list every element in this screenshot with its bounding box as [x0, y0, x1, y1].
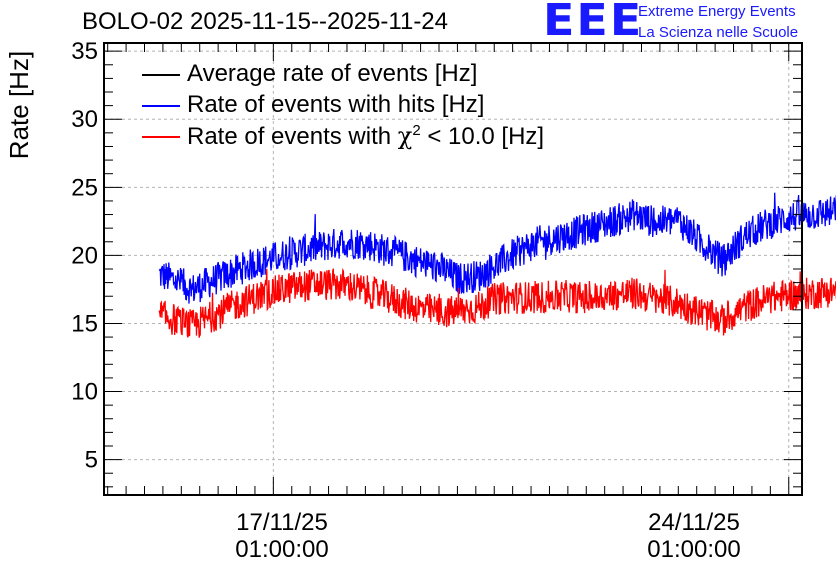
y-tick-label-25: 25 — [71, 174, 98, 201]
x-tick-time-1: 01:00:00 — [235, 536, 329, 563]
legend-chi2-exp: 2 — [412, 122, 421, 139]
x-tick-label-1: 17/11/25 01:00:00 — [212, 509, 352, 563]
logo-line-1: Extreme Energy Events — [638, 3, 796, 20]
chart-title: BOLO-02 2025-11-15--2025-11-24 — [82, 8, 448, 35]
legend-line-hits — [142, 105, 180, 107]
legend-label-chi2: Rate of events with χ2 < 10.0 [Hz] — [187, 122, 544, 151]
legend-chi2-symbol: χ — [397, 122, 413, 150]
y-axis-label: Rate [Hz] — [4, 50, 34, 160]
y-tick-label-20: 20 — [71, 242, 98, 269]
legend-chi2-prefix: Rate of events with — [187, 123, 398, 150]
y-tick-label-5: 5 — [85, 447, 98, 474]
y-tick-label-15: 15 — [71, 310, 98, 337]
x-tick-label-2: 24/11/25 01:00:00 — [624, 509, 764, 563]
y-tick-label-30: 30 — [71, 106, 98, 133]
legend-line-chi2 — [142, 136, 180, 138]
y-tick-label-10: 10 — [71, 379, 98, 406]
x-tick-date-2: 24/11/25 — [648, 509, 740, 536]
x-tick-date-1: 17/11/25 — [236, 509, 328, 536]
eee-logo: EEE — [543, 0, 644, 46]
series-line-hits — [158, 192, 836, 304]
x-tick-time-2: 01:00:00 — [647, 536, 741, 563]
legend-chi2-suffix: < 10.0 [Hz] — [420, 123, 545, 150]
logo-line-2: La Scienza nelle Scuole — [638, 24, 799, 41]
legend-line-average — [142, 74, 180, 76]
y-tick-label-35: 35 — [71, 38, 98, 65]
series-line-chi2 — [158, 267, 836, 338]
legend-label-hits: Rate of events with hits [Hz] — [187, 91, 485, 118]
legend-label-average: Average rate of events [Hz] — [187, 60, 478, 87]
